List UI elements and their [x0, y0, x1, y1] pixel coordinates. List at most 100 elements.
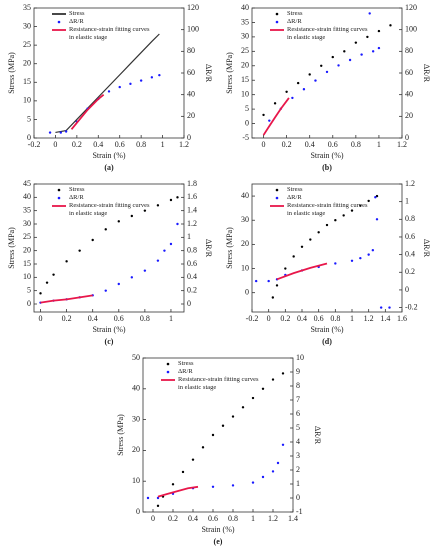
legend-entry: Stress — [52, 10, 152, 18]
data-point — [367, 199, 370, 203]
y-tick-label: 25 — [23, 232, 31, 241]
x-tick-label: 0.2 — [282, 140, 292, 149]
data-point — [201, 446, 205, 449]
y-tick-label: 40 — [241, 191, 249, 200]
data-point — [146, 496, 150, 500]
legend-dot — [57, 196, 61, 200]
x-tick-label: 0.4 — [88, 314, 98, 323]
data-point — [117, 220, 120, 223]
x-tick-label: 0.4 — [297, 314, 307, 323]
data-point — [350, 209, 354, 212]
y2-tick-label: 20 — [405, 111, 413, 120]
y-axis-title: Stress (MPa) — [7, 52, 16, 94]
series-line — [55, 33, 160, 134]
x-tick-label: 0.8 — [136, 140, 146, 149]
data-point — [118, 85, 121, 89]
legend-swatch — [166, 370, 170, 374]
y2-tick-label: 120 — [187, 3, 199, 12]
y2-axis-title: ΔR/R — [204, 239, 213, 258]
y-tick-label: 0 — [27, 133, 31, 142]
y2-tick-label: 0 — [187, 133, 191, 142]
x-axis-title: Strain (%) — [310, 151, 343, 160]
data-point — [296, 81, 300, 85]
panel-label: (b) — [322, 163, 332, 172]
data-point — [320, 64, 323, 67]
y-tick-label: 10 — [132, 476, 140, 485]
data-point — [45, 281, 49, 284]
legend-swatch — [270, 29, 284, 31]
chart: -0.2 0 0.2 0.4 0.6 0.8 1 1.20510152025303502040… — [7, 3, 213, 172]
y-tick-label: 45 — [23, 179, 31, 188]
y2-tick-label: 0 — [187, 299, 191, 308]
y2-tick-label: 0 — [296, 493, 300, 502]
data-point — [129, 82, 132, 86]
x-tick-label: 1.4 — [380, 314, 390, 323]
legend-label: Stress — [69, 10, 85, 17]
y-tick-label: 10 — [23, 96, 31, 105]
data-point — [325, 223, 329, 227]
y2-tick-label: 0.4 — [405, 249, 415, 258]
y2-tick-label: 1.4 — [187, 205, 197, 214]
y2-tick-label: 1.2 — [187, 219, 197, 228]
data-point — [107, 90, 111, 93]
y2-tick-label: 0.8 — [405, 214, 415, 223]
legend-entry: Resistance-strain fitting curves in elas… — [270, 26, 370, 42]
panel: 0 0.2 0.4 0.6 0.8 1 1.2 -5 0 5 10 15 20 25 30 35 40 0 20 40… — [218, 0, 436, 176]
y2-tick-label: 60 — [187, 68, 195, 77]
data-point — [302, 88, 306, 91]
data-point — [262, 113, 265, 117]
series-line — [262, 97, 290, 136]
y2-tick-label: 40 — [187, 89, 195, 98]
y2-tick-label: 1 — [296, 479, 300, 488]
y-tick-label: 15 — [241, 75, 249, 84]
data-point — [169, 198, 173, 202]
x-axis-title: Strain (%) — [310, 325, 343, 334]
data-point — [281, 443, 285, 446]
legend-swatch — [275, 196, 279, 200]
data-point — [241, 406, 245, 409]
series-line — [276, 262, 328, 281]
data-point — [261, 387, 265, 390]
y-tick-label: 10 — [241, 263, 249, 272]
data-point — [176, 222, 179, 226]
y-tick-label: 40 — [23, 192, 31, 201]
data-point — [158, 73, 161, 77]
legend-label: Resistance-strain fitting curves in elas… — [69, 26, 150, 41]
y-tick-label: 0 — [245, 118, 249, 127]
plot-frame — [142, 357, 294, 513]
y2-axis-title: ΔR/R — [422, 64, 431, 83]
y2-tick-label: 80 — [405, 46, 413, 55]
y-tick-label: 40 — [241, 3, 249, 12]
y2-tick-label: 8 — [296, 381, 300, 390]
data-point — [388, 306, 391, 309]
data-point — [231, 484, 235, 487]
legend-dot — [166, 370, 170, 374]
legend-label: ΔR/R — [69, 194, 84, 201]
data-point — [300, 245, 304, 248]
legend-swatch — [161, 379, 175, 381]
data-point — [104, 228, 107, 231]
chart: 0 0.2 0.4 0.6 0.8 1 1.2 -5 0 5 10 15 20 25 30 35 40 0 20 40… — [225, 3, 431, 172]
panel: 0 0.2 0.4 0.6 0.8 1 0 5 10 15 20 25 30 35 40 45 0 0.2 0.4 0… — [0, 176, 218, 350]
data-point — [366, 35, 369, 39]
data-point — [367, 253, 370, 256]
y-tick-label: 0 — [136, 507, 140, 516]
y-tick-label: 35 — [241, 17, 249, 26]
series-line — [157, 485, 199, 498]
y2-tick-label: 60 — [405, 68, 413, 77]
data-point — [331, 55, 334, 59]
x-tick-label: 1 — [251, 514, 255, 523]
legend-dot — [275, 20, 279, 24]
y-tick-label: 5 — [245, 104, 249, 113]
data-point — [150, 76, 154, 79]
legend-dot — [166, 362, 170, 366]
y2-tick-label: 100 — [187, 24, 199, 33]
y2-tick-label: 0.2 — [187, 285, 197, 294]
data-point — [261, 475, 265, 479]
chart: -0.2 0 0.2 0.4 0.6 0.8 1 1.2 1.4 1.6010203040-0.2… — [225, 179, 431, 346]
y-tick-label: 5 — [27, 114, 31, 123]
legend-swatch — [275, 20, 279, 24]
data-point — [65, 260, 68, 263]
legend: Stress ΔR/R Resistance-strain fitting curv… — [52, 186, 152, 218]
